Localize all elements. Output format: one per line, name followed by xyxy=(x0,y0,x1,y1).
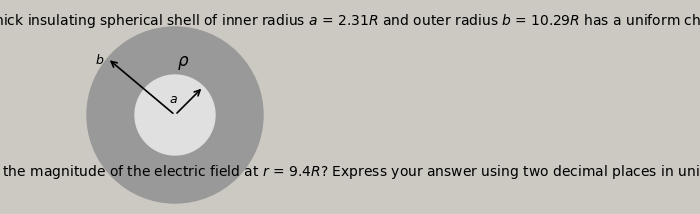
Text: What is the magnitude of the electric field at $\it{r}$ = 9.4$\it{R}$? Express y: What is the magnitude of the electric fi… xyxy=(0,158,700,185)
Text: a: a xyxy=(169,92,177,106)
Text: b: b xyxy=(96,54,104,67)
Circle shape xyxy=(135,75,215,155)
Circle shape xyxy=(87,27,263,203)
Text: A thick insulating spherical shell of inner radius $\it{a}$ = 2.31$\it{R}$ and o: A thick insulating spherical shell of in… xyxy=(0,12,700,30)
Text: $\rho$: $\rho$ xyxy=(177,54,189,72)
